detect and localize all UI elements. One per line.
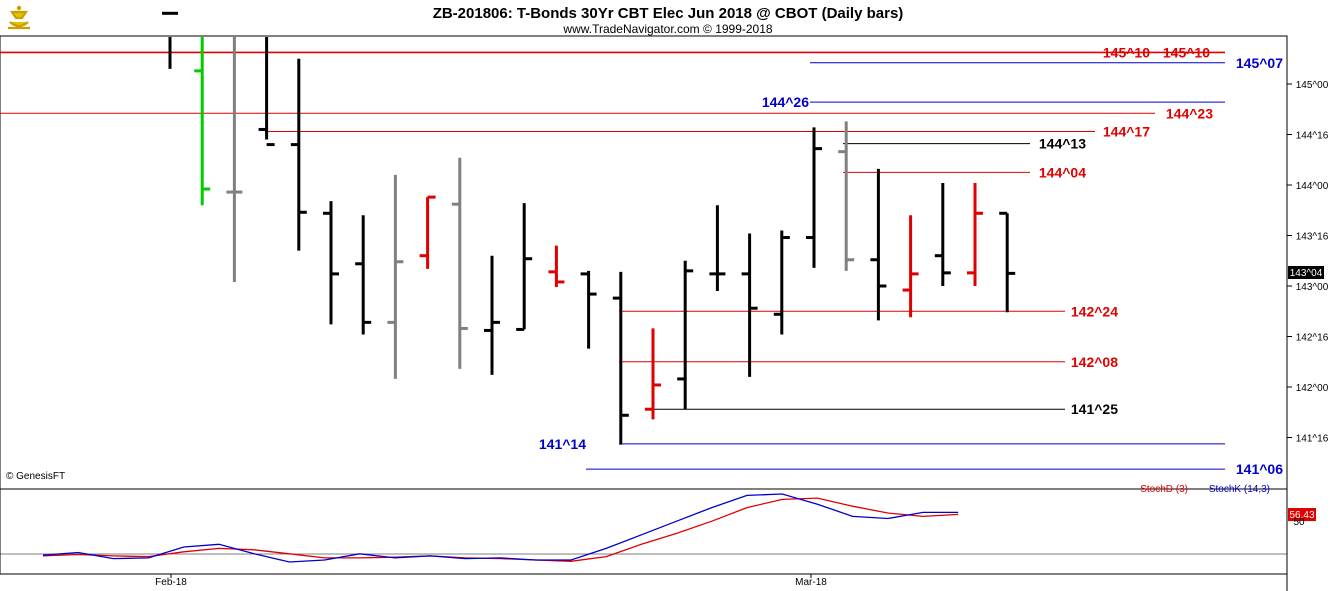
legend-stochk: StochK (14,3) <box>1209 484 1270 495</box>
y-tick-label: 143^00 <box>1296 282 1329 293</box>
last-price-tag: 143^04 <box>1290 268 1323 279</box>
y-tick-label: 142^00 <box>1296 383 1329 394</box>
ohlc-bar <box>741 233 758 377</box>
ohlc-bar <box>484 255 500 375</box>
ohlc-bar <box>580 270 597 349</box>
ohlc-bar <box>451 157 468 369</box>
ohlc-bar <box>516 203 533 331</box>
chart-subtitle: www.TradeNavigator.com © 1999-2018 <box>562 22 772 36</box>
level-label: 141^25 <box>1071 401 1118 417</box>
ohlc-bar <box>870 168 887 321</box>
ohlc-bar <box>548 245 565 288</box>
level-label: 144^23 <box>1166 105 1213 121</box>
last-price-tag-bg <box>1288 266 1324 279</box>
x-label-feb: Feb-18 <box>155 577 187 588</box>
ohlc-bar <box>355 215 372 335</box>
y-tick-label: 141^16 <box>1296 434 1329 445</box>
level-label: 141^14 <box>539 436 586 452</box>
ohlc-bar <box>290 58 307 251</box>
ohlc-bar <box>258 37 275 147</box>
ohlc-bar <box>162 11 178 69</box>
level-label: 145^07 <box>1236 55 1283 71</box>
logo-icon <box>6 5 32 30</box>
stoch-ref-label: 50 <box>1293 517 1305 528</box>
stochastic-panel-frame <box>0 488 1288 575</box>
ohlc-bar <box>194 37 211 206</box>
price-panel-frame <box>0 35 1288 490</box>
ohlc-bar <box>999 211 1016 313</box>
x-label-mar: Mar-18 <box>795 577 827 588</box>
watermark: © GenesisFT <box>6 471 65 482</box>
ohlc-bar <box>902 215 919 318</box>
level-label: 144^04 <box>1039 164 1086 180</box>
level-label: 141^06 <box>1236 461 1283 477</box>
ohlc-bar <box>773 230 790 335</box>
ohlc-bar <box>934 182 951 286</box>
stochd-line <box>42 497 959 562</box>
ohlc-bar <box>709 205 726 292</box>
y-tick-label: 142^16 <box>1296 333 1329 344</box>
level-label: 144^13 <box>1039 136 1086 152</box>
level-label: 142^24 <box>1071 303 1118 319</box>
price-levels: 145^10 145^07 144^26 144^23 144^17 144^13 144^… <box>0 44 1283 477</box>
ohlc-bar <box>806 127 822 268</box>
y-axis: 141^16 142^00 142^16 143^00 143^16 144^00 144^… <box>1287 80 1329 445</box>
level-label: 145^10 <box>1163 44 1210 60</box>
chart-title: ZB-201806: T-Bonds 30Yr CBT Elec Jun 201… <box>433 5 904 22</box>
ohlc-bar <box>967 182 983 286</box>
level-label: 144^17 <box>1103 123 1150 139</box>
ohlc-bar <box>612 271 629 445</box>
level-label: 142^08 <box>1071 354 1118 370</box>
ohlc-bar <box>387 174 404 379</box>
ohlc-bar <box>677 260 694 410</box>
ohlc-bar <box>419 195 436 269</box>
ohlc-bar <box>323 201 339 325</box>
legend-stochd: StochD (3) <box>1140 484 1188 495</box>
y-tick-label: 145^00 <box>1296 80 1329 91</box>
stochastic-lines <box>42 493 959 563</box>
ohlc-bar <box>226 37 243 282</box>
level-label: 145^10 <box>1103 44 1150 60</box>
stochk-line <box>42 493 959 563</box>
ohlc-bar <box>838 121 855 271</box>
level-label: 144^26 <box>762 94 809 110</box>
stoch-value-tag: 56.43 <box>1289 510 1314 521</box>
ohlc-bar <box>645 328 661 420</box>
y-tick-label: 144^16 <box>1296 131 1329 142</box>
stoch-value-tag-bg <box>1288 508 1316 521</box>
y-tick-label: 143^16 <box>1296 232 1329 243</box>
ohlc-bars <box>162 11 1016 445</box>
y-tick-label: 144^00 <box>1296 181 1329 192</box>
